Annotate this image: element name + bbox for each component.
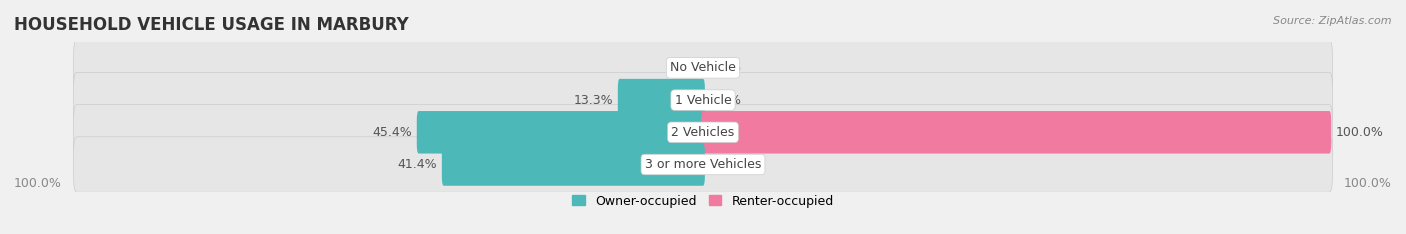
FancyBboxPatch shape [441, 143, 704, 186]
Text: Source: ZipAtlas.com: Source: ZipAtlas.com [1274, 16, 1392, 26]
Text: 0.0%: 0.0% [709, 94, 741, 107]
Text: 13.3%: 13.3% [574, 94, 613, 107]
Text: 0.0%: 0.0% [709, 158, 741, 171]
FancyBboxPatch shape [73, 105, 1333, 160]
FancyBboxPatch shape [73, 137, 1333, 192]
Text: 100.0%: 100.0% [14, 177, 62, 190]
FancyBboxPatch shape [617, 79, 704, 121]
Text: 3 or more Vehicles: 3 or more Vehicles [645, 158, 761, 171]
Text: 2 Vehicles: 2 Vehicles [672, 126, 734, 139]
Text: 45.4%: 45.4% [373, 126, 412, 139]
FancyBboxPatch shape [73, 40, 1333, 95]
FancyBboxPatch shape [702, 111, 1331, 154]
Text: No Vehicle: No Vehicle [671, 61, 735, 74]
FancyBboxPatch shape [73, 72, 1333, 128]
Text: 100.0%: 100.0% [1344, 177, 1392, 190]
Text: 1 Vehicle: 1 Vehicle [675, 94, 731, 107]
Text: HOUSEHOLD VEHICLE USAGE IN MARBURY: HOUSEHOLD VEHICLE USAGE IN MARBURY [14, 16, 409, 34]
Text: 0.0%: 0.0% [709, 61, 741, 74]
FancyBboxPatch shape [416, 111, 704, 154]
Text: 41.4%: 41.4% [398, 158, 437, 171]
Text: 100.0%: 100.0% [1336, 126, 1384, 139]
Text: 0.0%: 0.0% [665, 61, 697, 74]
Legend: Owner-occupied, Renter-occupied: Owner-occupied, Renter-occupied [568, 190, 838, 212]
